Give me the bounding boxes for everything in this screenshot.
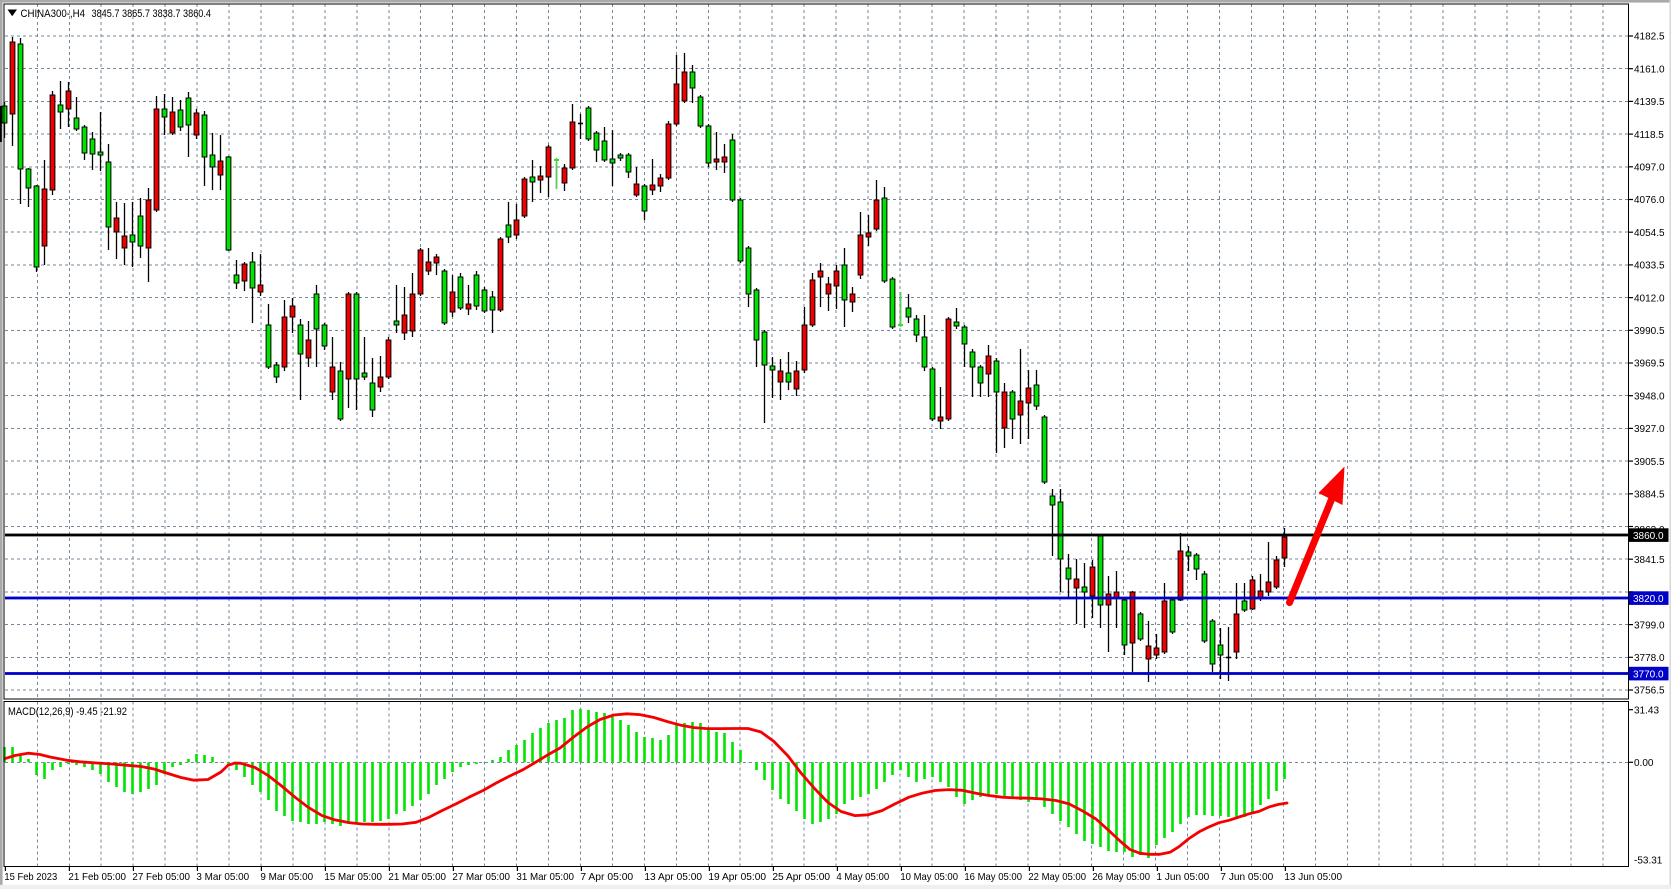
svg-text:25 Apr 05:00: 25 Apr 05:00 [772,872,830,883]
svg-text:4012.0: 4012.0 [1634,293,1665,304]
svg-text:3 Mar 05:00: 3 Mar 05:00 [196,872,249,883]
svg-text:1 Jun 05:00: 1 Jun 05:00 [1156,872,1209,883]
svg-text:3756.5: 3756.5 [1634,686,1665,697]
svg-text:10 May 05:00: 10 May 05:00 [900,872,958,883]
svg-text:4118.5: 4118.5 [1634,130,1664,141]
svg-text:13 Apr 05:00: 13 Apr 05:00 [644,872,702,883]
svg-text:3770.0: 3770.0 [1633,669,1664,680]
svg-text:19 Apr 05:00: 19 Apr 05:00 [708,872,766,883]
svg-text:3905.5: 3905.5 [1634,457,1665,468]
svg-text:0.00: 0.00 [1634,758,1654,769]
svg-text:MACD(12,26,9) -9.45 -21.92: MACD(12,26,9) -9.45 -21.92 [8,706,127,718]
svg-text:4139.5: 4139.5 [1634,97,1665,108]
svg-text:3927.0: 3927.0 [1634,424,1665,435]
svg-text:4076.0: 4076.0 [1634,195,1665,206]
svg-text:3845.7 3865.7 3838.7 3860.4: 3845.7 3865.7 3838.7 3860.4 [92,8,212,20]
svg-text:3969.5: 3969.5 [1634,359,1665,370]
svg-text:3860.0: 3860.0 [1633,531,1664,542]
svg-text:27 Feb 05:00: 27 Feb 05:00 [132,872,190,883]
svg-text:4 May 05:00: 4 May 05:00 [836,872,889,883]
svg-text:3841.5: 3841.5 [1634,555,1665,566]
svg-text:3884.5: 3884.5 [1634,490,1665,501]
svg-text:3990.5: 3990.5 [1634,326,1665,337]
svg-text:CHINA300-,H4: CHINA300-,H4 [21,8,86,20]
svg-text:31 Mar 05:00: 31 Mar 05:00 [516,872,574,883]
svg-text:26 May 05:00: 26 May 05:00 [1092,872,1150,883]
svg-text:4033.5: 4033.5 [1634,261,1665,272]
svg-text:31.43: 31.43 [1634,705,1659,716]
svg-text:4161.0: 4161.0 [1634,64,1665,75]
svg-text:3948.0: 3948.0 [1634,391,1665,402]
svg-text:7 Jun 05:00: 7 Jun 05:00 [1220,872,1273,883]
svg-text:22 May 05:00: 22 May 05:00 [1028,872,1086,883]
svg-text:15 Feb 2023: 15 Feb 2023 [4,872,57,883]
svg-text:27 Mar 05:00: 27 Mar 05:00 [452,872,510,883]
svg-text:4182.5: 4182.5 [1634,32,1665,43]
svg-text:21 Feb 05:00: 21 Feb 05:00 [68,872,126,883]
svg-text:7 Apr 05:00: 7 Apr 05:00 [580,872,633,883]
svg-text:-53.31: -53.31 [1634,856,1663,867]
svg-text:3778.0: 3778.0 [1634,653,1665,664]
svg-text:4054.5: 4054.5 [1634,228,1665,239]
svg-text:3799.0: 3799.0 [1634,620,1665,631]
svg-text:15 Mar 05:00: 15 Mar 05:00 [324,872,382,883]
svg-text:3820.0: 3820.0 [1633,594,1664,605]
svg-text:13 Jun 05:00: 13 Jun 05:00 [1284,872,1342,883]
svg-text:9 Mar 05:00: 9 Mar 05:00 [260,872,313,883]
svg-text:4097.0: 4097.0 [1634,163,1665,174]
svg-text:21 Mar 05:00: 21 Mar 05:00 [388,872,446,883]
svg-text:16 May 05:00: 16 May 05:00 [964,872,1022,883]
